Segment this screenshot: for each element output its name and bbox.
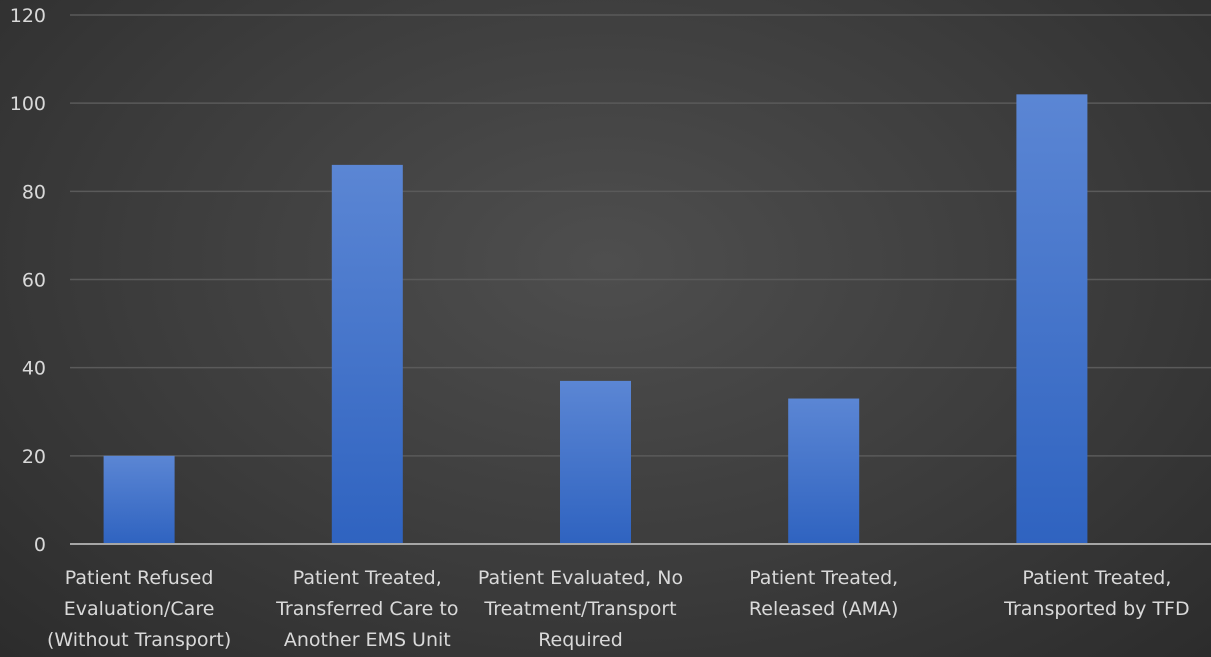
x-category-label: Patient Evaluated, No Treatment/Transport… bbox=[478, 567, 683, 651]
bar-2 bbox=[331, 164, 403, 544]
x-category-label-line: Patient Treated, bbox=[1022, 567, 1171, 589]
y-axis-tick-labels: 0 20 40 60 80 100 120 bbox=[10, 5, 46, 556]
bar-1 bbox=[103, 455, 175, 544]
y-tick-label: 40 bbox=[22, 358, 46, 380]
y-tick-label: 20 bbox=[22, 446, 46, 468]
x-category-label: Patient Refused Evaluation/Care (Without T… bbox=[47, 567, 231, 651]
x-category-label-line: Treatment/Transport bbox=[483, 598, 676, 620]
x-category-label-line: Patient Treated, bbox=[749, 567, 898, 589]
x-category-label-line: Required bbox=[538, 629, 623, 651]
x-category-label-line: Patient Evaluated, No bbox=[478, 567, 683, 589]
bar-4 bbox=[788, 398, 860, 544]
x-category-label-line: (Without Transport) bbox=[47, 629, 231, 651]
x-category-label-line: Evaluation/Care bbox=[64, 598, 215, 620]
x-category-label-line: Released (AMA) bbox=[749, 598, 899, 620]
y-tick-label: 0 bbox=[34, 534, 46, 556]
x-category-label-line: Another EMS Unit bbox=[284, 629, 451, 651]
y-tick-label: 120 bbox=[10, 5, 46, 27]
x-axis-category-labels: Patient Refused Evaluation/Care (Without T… bbox=[47, 567, 1190, 651]
y-tick-label: 80 bbox=[22, 181, 46, 203]
x-category-label: Patient Treated, Transferred Care to Anoth… bbox=[275, 567, 458, 651]
x-category-label: Patient Treated, Released (AMA) bbox=[749, 567, 899, 620]
bar-3 bbox=[560, 380, 631, 544]
x-category-label-line: Transported by TFD bbox=[1003, 598, 1189, 620]
x-category-label-line: Transferred Care to bbox=[275, 598, 458, 620]
bars bbox=[103, 94, 1088, 544]
y-tick-label: 60 bbox=[22, 270, 46, 292]
y-tick-label: 100 bbox=[10, 93, 46, 115]
bar-5 bbox=[1016, 94, 1088, 544]
x-category-label-line: Patient Treated, bbox=[293, 567, 442, 589]
x-category-label: Patient Treated, Transported by TFD bbox=[1003, 567, 1189, 620]
x-category-label-line: Patient Refused bbox=[65, 567, 214, 589]
